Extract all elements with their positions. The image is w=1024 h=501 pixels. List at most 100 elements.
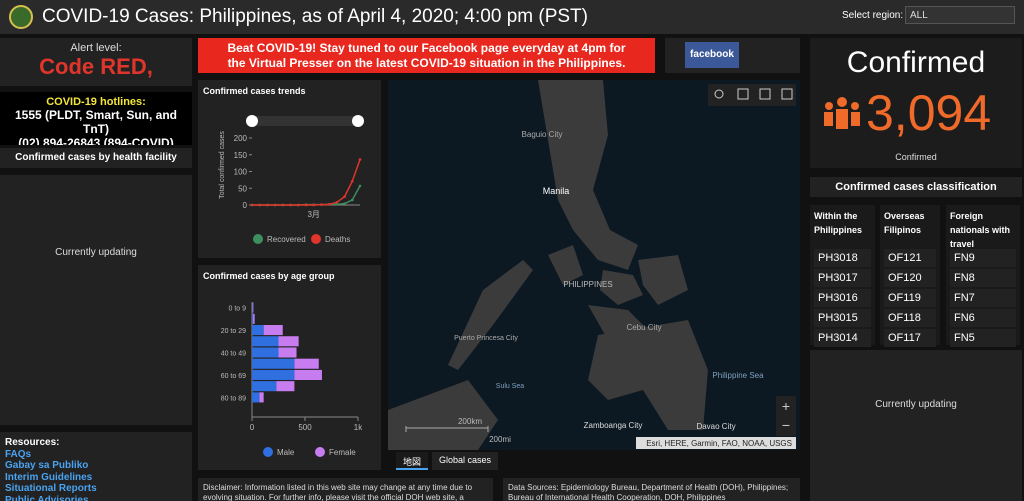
scale-label: 200mi [489,435,511,444]
case-id: PH3018 [814,249,871,267]
case-id: FN5 [950,329,1016,347]
point [289,203,292,207]
age-chart: Confirmed cases by age group 0 500 1k 0 to … [203,271,363,457]
alert-label: Alert level: [70,42,122,54]
case-id: OF120 [884,269,936,287]
legend-swatch [253,234,263,244]
point [358,184,362,188]
x-tick-label: 500 [298,423,312,432]
region-select[interactable]: ALL [905,6,1015,24]
map-label: Philippine Sea [712,371,764,380]
confirmed-footer: Confirmed [895,152,937,162]
x-tick-label: 3月 [307,210,319,219]
bar [252,325,264,336]
y-tick-label: 150 [234,151,248,160]
map-tab[interactable]: Global cases [432,452,499,470]
facebook-panel: facebook [665,38,800,73]
series-line [252,159,361,206]
bar [294,369,322,380]
y-tick-label: 0 [243,201,248,210]
y-tick-label: 40 to 49 [221,351,246,358]
search-icon[interactable] [714,89,724,99]
bar [252,358,295,369]
map[interactable]: + − Baguio City Manila PHILIPPINES Puerto P… [388,80,800,450]
case-id: OF119 [884,289,936,307]
slider-handle[interactable] [246,115,258,127]
y-tick-label: 0 to 9 [228,306,246,313]
resources-title: Resources: [5,437,60,448]
bar [253,313,255,324]
slider-handle[interactable] [352,115,364,127]
point [258,203,262,207]
zoom-out[interactable]: − [782,417,790,433]
point [343,202,346,205]
bar [252,392,260,403]
resource-link[interactable]: Gabay sa Publiko [5,460,89,471]
y-tick-label: 60 to 69 [221,373,246,380]
bar [252,369,295,380]
case-id: FN8 [950,269,1016,287]
map-label: Manila [543,186,570,196]
bar [252,313,254,324]
region-label: Select region: [842,10,904,21]
resource-link[interactable]: Public Advisories [5,494,89,501]
people-icon [824,97,860,129]
list-icon[interactable] [737,88,749,100]
scale-label: 200km [458,417,482,426]
range-slider[interactable] [252,116,360,126]
header: COVID-19 Cases: Philippines, as of April… [0,0,1024,34]
resource-links: FAQs Gabay sa Publiko Interim Guidelines Si… [5,449,187,501]
case-id: PH3014 [814,329,871,347]
layers-icon[interactable] [759,88,771,100]
qr-icon[interactable] [781,88,793,100]
hotlines-title: COVID-19 hotlines: [46,96,146,108]
point [273,203,277,207]
class-column: Overseas Filipinos OF121 OF120 OF119 OF118 OF… [880,205,940,347]
zoom-buttons[interactable] [776,396,796,436]
attribution: Esri, HERE, Garmin, FAO, NOAA, USGS [646,439,792,448]
land [388,80,708,450]
case-id: PH3017 [814,269,871,287]
resource-link[interactable]: Interim Guidelines [5,471,93,483]
point [312,203,316,207]
map-label: Zamboanga City [584,421,643,430]
bar [263,325,283,336]
map-label: Cebu City [626,323,661,332]
x-tick-label: 0 [250,423,255,432]
resource-link[interactable]: Situational Reports [5,483,97,494]
case-id: PH3016 [814,289,871,307]
y-tick-label: 20 to 29 [221,328,246,335]
resources-panel: Resources: FAQs Gabay sa Publiko Interim G… [0,432,192,501]
bar [276,381,295,392]
legend-label: Recovered [267,235,306,244]
bar [259,392,264,403]
x-tick-label: 1k [354,423,363,432]
case-id: OF117 [884,329,936,347]
point [350,198,354,202]
series-line [252,185,361,206]
column-header: Within the Philippines [814,211,863,235]
facility-status: Currently updating [0,175,192,425]
legend-label: Deaths [325,235,350,244]
bar [294,358,319,369]
resource-link[interactable]: FAQs [5,448,32,460]
facebook-button[interactable]: facebook [685,42,739,68]
y-axis-label: Total confirmed cases [219,131,226,199]
hotlines-panel: COVID-19 hotlines: 1555 (PLDT, Smart, Su… [0,92,192,145]
zoom-in[interactable]: + [782,398,790,414]
right-status: Currently updating [810,350,1022,501]
class-column: Within the Philippines PH3018 PH3017 PH3016… [810,205,875,347]
point [320,203,323,206]
classification-title: Confirmed cases classification [810,177,1022,197]
case-id: PH3015 [814,309,871,327]
chart-title: Confirmed cases by age group [203,271,335,281]
map-tab[interactable]: 地図 [396,452,429,470]
map-label: Sulu Sea [496,383,525,390]
chart-title: Confirmed cases trends [203,86,306,96]
y-tick-label: 80 to 89 [221,395,246,402]
map-label: PHILIPPINES [563,280,612,289]
point [281,203,285,207]
legend-swatch [311,234,321,244]
title: COVID-19 Cases: Philippines, as of April… [42,6,588,27]
confirmed-value: 3,094 [866,85,992,141]
